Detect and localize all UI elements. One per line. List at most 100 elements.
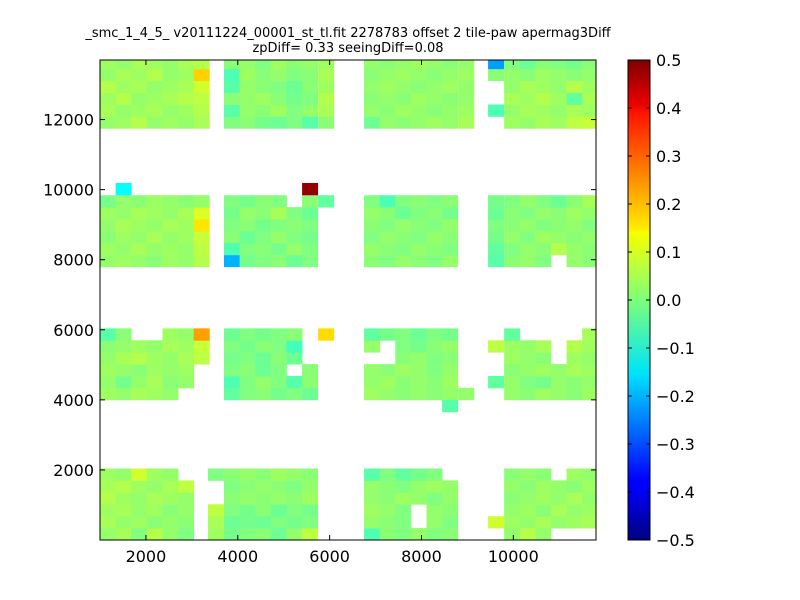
heatmap-cell bbox=[302, 242, 319, 256]
heatmap-cell bbox=[458, 387, 475, 401]
heatmap-cell bbox=[504, 242, 521, 256]
heatmap-cell bbox=[442, 116, 459, 129]
heatmap-cell bbox=[364, 242, 381, 256]
heatmap-cell bbox=[395, 340, 412, 353]
heatmap-cell bbox=[146, 68, 163, 82]
heatmap-cell bbox=[131, 528, 148, 541]
heatmap-cell bbox=[582, 468, 597, 481]
heatmap-cell bbox=[519, 387, 536, 401]
heatmap-cell bbox=[224, 504, 241, 517]
heatmap-cell bbox=[535, 480, 552, 493]
heatmap-cell bbox=[162, 468, 179, 481]
heatmap-cell bbox=[302, 468, 319, 481]
heatmap-cell bbox=[379, 254, 396, 268]
heatmap-cell bbox=[207, 468, 224, 481]
heatmap-cell bbox=[535, 92, 552, 105]
heatmap-cell bbox=[566, 195, 583, 208]
heatmap-cell bbox=[270, 516, 287, 529]
heatmap-cell bbox=[131, 468, 148, 481]
heatmap-cell bbox=[566, 364, 583, 377]
heatmap-cell bbox=[426, 207, 443, 220]
heatmap-cell bbox=[379, 528, 396, 541]
heatmap-cell bbox=[146, 376, 163, 389]
heatmap-cell bbox=[131, 492, 148, 505]
heatmap-cell bbox=[178, 230, 195, 244]
heatmap-cell bbox=[178, 116, 195, 129]
heatmap-cell bbox=[193, 352, 210, 365]
heatmap-cell bbox=[410, 104, 427, 117]
colorbar-tick-label: 0.0 bbox=[656, 291, 681, 310]
y-tick-label: 6000 bbox=[53, 321, 94, 340]
heatmap-cell bbox=[146, 387, 163, 401]
heatmap-cell bbox=[504, 364, 521, 377]
heatmap-cell bbox=[550, 116, 567, 129]
heatmap-cell bbox=[162, 68, 179, 82]
heatmap-cell bbox=[270, 376, 287, 389]
heatmap-cell bbox=[100, 340, 117, 353]
heatmap-cell bbox=[379, 492, 396, 505]
heatmap-cell bbox=[535, 104, 552, 117]
heatmap-cell bbox=[286, 468, 303, 481]
heatmap-cell bbox=[364, 504, 381, 517]
heatmap-cell bbox=[364, 116, 381, 129]
heatmap-cell bbox=[286, 60, 303, 70]
heatmap-cell bbox=[519, 468, 536, 481]
heatmap-cell bbox=[162, 195, 179, 208]
heatmap-cell bbox=[146, 92, 163, 105]
heatmap-cell bbox=[535, 376, 552, 389]
heatmap-cell bbox=[426, 340, 443, 353]
heatmap-cell bbox=[535, 60, 552, 70]
heatmap-cell bbox=[100, 207, 117, 220]
heatmap-cell bbox=[535, 528, 552, 541]
heatmap-cell bbox=[582, 80, 597, 93]
heatmap-cell bbox=[395, 104, 412, 117]
heatmap-cell bbox=[255, 242, 272, 256]
heatmap-cell bbox=[224, 480, 241, 493]
heatmap-cell bbox=[519, 195, 536, 208]
heatmap-cell bbox=[115, 195, 132, 208]
heatmap-cell bbox=[379, 219, 396, 232]
heatmap-cell bbox=[395, 207, 412, 220]
heatmap-cell bbox=[550, 376, 567, 389]
heatmap-cell bbox=[442, 195, 459, 208]
heatmap-cell bbox=[146, 492, 163, 505]
heatmap-cell bbox=[582, 242, 597, 256]
heatmap-cell bbox=[178, 92, 195, 105]
heatmap-cell bbox=[535, 492, 552, 505]
heatmap-cell bbox=[100, 364, 117, 377]
heatmap-cell bbox=[504, 68, 521, 82]
heatmap-cell bbox=[224, 242, 241, 256]
heatmap-cell bbox=[550, 504, 567, 517]
heatmap-cell bbox=[162, 352, 179, 365]
heatmap-cell bbox=[426, 230, 443, 244]
heatmap-cell bbox=[162, 364, 179, 377]
heatmap-cell bbox=[582, 195, 597, 208]
heatmap-cell bbox=[100, 468, 117, 481]
heatmap-cell bbox=[488, 242, 505, 256]
heatmap-cell bbox=[488, 219, 505, 232]
heatmap-cell bbox=[270, 492, 287, 505]
heatmap-cell bbox=[566, 230, 583, 244]
heatmap-cell bbox=[286, 340, 303, 353]
heatmap-cell bbox=[255, 116, 272, 129]
heatmap-cell bbox=[519, 116, 536, 129]
heatmap-cell bbox=[178, 340, 195, 353]
heatmap-cell bbox=[270, 340, 287, 353]
heatmap-cell bbox=[131, 68, 148, 82]
heatmap-cell bbox=[318, 116, 335, 129]
heatmap-cell bbox=[379, 516, 396, 529]
heatmap-cell bbox=[302, 195, 319, 208]
heatmap-cell bbox=[178, 80, 195, 93]
heatmap-cell bbox=[566, 60, 583, 70]
heatmap-cell bbox=[224, 230, 241, 244]
heatmap-cell bbox=[395, 242, 412, 256]
heatmap-cell bbox=[519, 60, 536, 70]
heatmap-cell bbox=[270, 104, 287, 117]
heatmap-cell bbox=[364, 60, 381, 70]
heatmap-cell bbox=[410, 60, 427, 70]
heatmap-cell bbox=[239, 364, 256, 377]
heatmap-cell bbox=[239, 254, 256, 268]
heatmap-cell bbox=[504, 340, 521, 353]
heatmap-cell bbox=[519, 92, 536, 105]
